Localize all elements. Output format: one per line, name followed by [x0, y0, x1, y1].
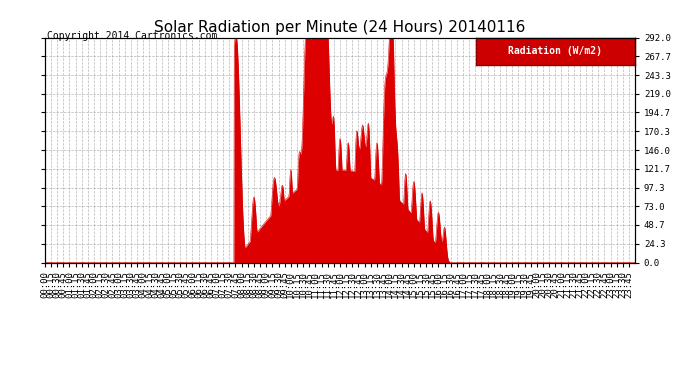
Text: Copyright 2014 Cartronics.com: Copyright 2014 Cartronics.com	[47, 32, 217, 41]
Title: Solar Radiation per Minute (24 Hours) 20140116: Solar Radiation per Minute (24 Hours) 20…	[154, 20, 526, 35]
